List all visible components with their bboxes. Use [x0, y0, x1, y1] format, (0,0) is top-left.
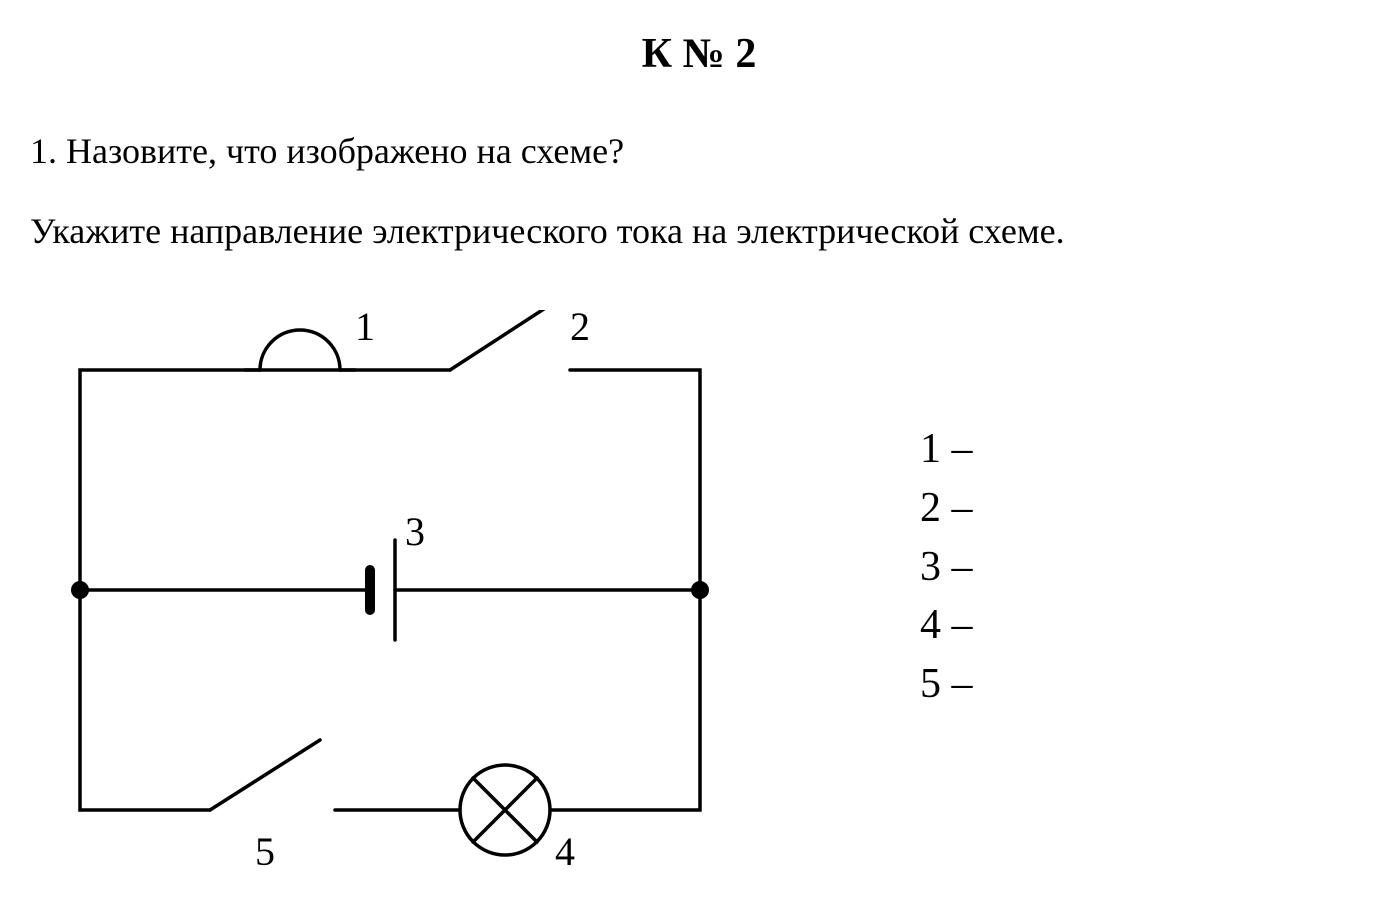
node-left [71, 581, 89, 599]
wire-bot-right [550, 590, 700, 810]
answer-row: 4 – [920, 596, 973, 655]
page-header: К № 2 [0, 30, 1398, 78]
node-right [691, 581, 709, 599]
question-number: 1. [30, 131, 57, 171]
header-title: К № 2 [642, 31, 757, 77]
answer-dash: – [952, 538, 973, 597]
instruction-text: Укажите направление электрического тока … [30, 211, 1065, 251]
answer-num: 1 [920, 420, 941, 479]
answer-dash: – [952, 479, 973, 538]
answer-num: 3 [920, 538, 941, 597]
answer-num: 4 [920, 596, 941, 655]
wire-top-right [570, 370, 700, 590]
answer-dash: – [952, 655, 973, 714]
answer-dash: – [952, 596, 973, 655]
answer-row: 5 – [920, 655, 973, 714]
answer-row: 1 – [920, 420, 973, 479]
label-5: 5 [255, 829, 275, 870]
answer-dash: – [952, 420, 973, 479]
answer-num: 5 [920, 655, 941, 714]
switch-2-lever [450, 310, 550, 370]
label-2: 2 [570, 310, 590, 349]
answer-row: 2 – [920, 479, 973, 538]
question-text: Назовите, что изображено на схеме? [66, 131, 624, 171]
answer-num: 2 [920, 479, 941, 538]
wire-bot-left [80, 590, 210, 810]
wire-top-left [80, 370, 260, 590]
circuit-diagram: 1 2 3 4 5 [30, 310, 750, 870]
bell-symbol [260, 330, 340, 370]
label-1: 1 [355, 310, 375, 349]
instruction-line: Укажите направление электрического тока … [30, 210, 1065, 252]
answer-row: 3 – [920, 538, 973, 597]
question-line: 1. Назовите, что изображено на схеме? [30, 130, 624, 172]
switch-5-lever [210, 740, 320, 810]
label-4: 4 [555, 829, 575, 870]
answer-list: 1 – 2 – 3 – 4 – 5 – [920, 420, 973, 714]
label-3: 3 [405, 509, 425, 554]
circuit-svg: 1 2 3 4 5 [30, 310, 750, 870]
